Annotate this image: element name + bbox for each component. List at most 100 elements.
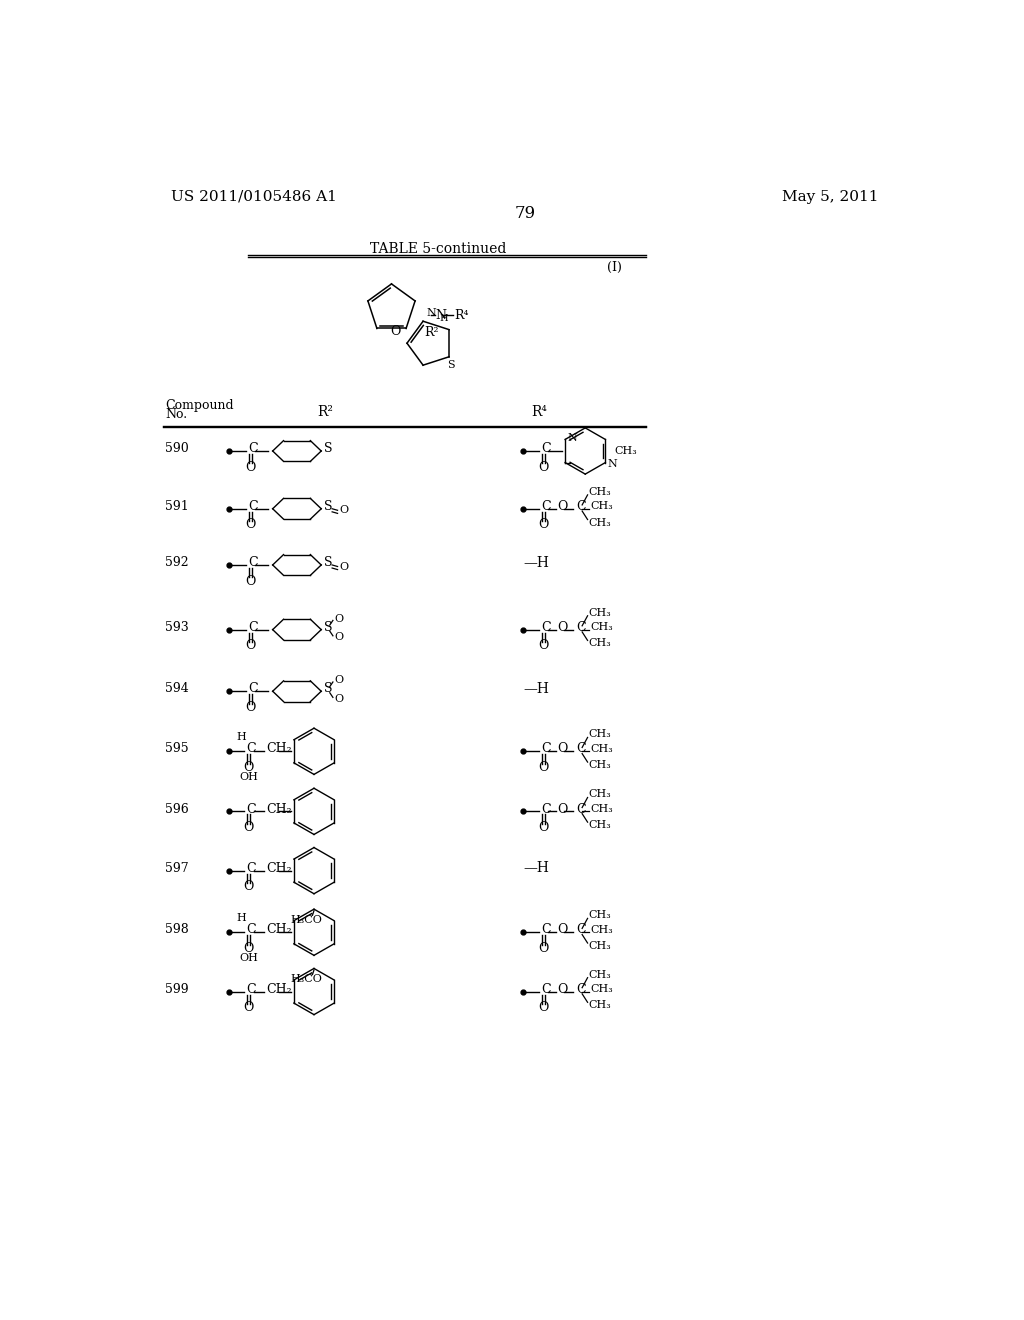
Text: —H: —H bbox=[523, 556, 549, 570]
Text: O: O bbox=[557, 982, 567, 995]
Text: O: O bbox=[557, 500, 567, 513]
Text: O: O bbox=[557, 742, 567, 755]
Text: H₃CO: H₃CO bbox=[291, 915, 323, 925]
Text: O: O bbox=[335, 632, 344, 643]
Text: R⁴: R⁴ bbox=[454, 309, 469, 322]
Text: O: O bbox=[246, 461, 256, 474]
Text: (I): (I) bbox=[607, 261, 622, 275]
Text: C: C bbox=[575, 742, 586, 755]
Text: C: C bbox=[248, 556, 258, 569]
Text: CH₂: CH₂ bbox=[266, 982, 292, 995]
Text: O: O bbox=[339, 506, 348, 515]
Text: N: N bbox=[426, 308, 436, 318]
Text: 597: 597 bbox=[165, 862, 188, 875]
Text: S: S bbox=[324, 682, 332, 696]
Text: O: O bbox=[244, 1001, 254, 1014]
Text: C: C bbox=[247, 742, 256, 755]
Text: May 5, 2011: May 5, 2011 bbox=[781, 190, 879, 203]
Text: CH₂: CH₂ bbox=[266, 803, 292, 816]
Text: S: S bbox=[324, 620, 332, 634]
Text: C: C bbox=[248, 500, 258, 513]
Text: —H: —H bbox=[523, 862, 549, 875]
Text: S: S bbox=[324, 500, 332, 513]
Text: C: C bbox=[575, 924, 586, 936]
Text: CH₃: CH₃ bbox=[589, 970, 611, 979]
Text: 598: 598 bbox=[165, 924, 189, 936]
Text: C: C bbox=[541, 742, 551, 755]
Text: C: C bbox=[541, 442, 551, 455]
Text: 590: 590 bbox=[165, 442, 189, 455]
Text: CH₃: CH₃ bbox=[590, 925, 612, 935]
Text: H: H bbox=[237, 733, 246, 742]
Text: H₃CO: H₃CO bbox=[291, 974, 323, 985]
Text: H: H bbox=[237, 913, 246, 924]
Text: CH₃: CH₃ bbox=[589, 820, 611, 830]
Text: C: C bbox=[247, 803, 256, 816]
Text: N: N bbox=[435, 309, 446, 322]
Text: CH₃: CH₃ bbox=[589, 607, 611, 618]
Text: S: S bbox=[324, 442, 332, 455]
Text: O: O bbox=[339, 561, 348, 572]
Text: C: C bbox=[541, 620, 551, 634]
Text: 593: 593 bbox=[165, 620, 189, 634]
Text: O: O bbox=[539, 639, 549, 652]
Text: C: C bbox=[247, 924, 256, 936]
Text: US 2011/0105486 A1: US 2011/0105486 A1 bbox=[171, 190, 337, 203]
Text: C: C bbox=[248, 682, 258, 696]
Text: CH₃: CH₃ bbox=[614, 446, 638, 455]
Text: —H: —H bbox=[523, 682, 549, 696]
Text: O: O bbox=[539, 942, 549, 954]
Text: C: C bbox=[541, 500, 551, 513]
Text: O: O bbox=[335, 676, 344, 685]
Text: CH₃: CH₃ bbox=[589, 730, 611, 739]
Text: 595: 595 bbox=[165, 742, 188, 755]
Text: O: O bbox=[539, 821, 549, 834]
Text: C: C bbox=[575, 620, 586, 634]
Text: O: O bbox=[539, 760, 549, 774]
Text: CH₃: CH₃ bbox=[589, 639, 611, 648]
Text: O: O bbox=[244, 880, 254, 894]
Text: O: O bbox=[557, 924, 567, 936]
Text: CH₃: CH₃ bbox=[590, 502, 612, 511]
Text: O: O bbox=[539, 1001, 549, 1014]
Text: OH: OH bbox=[240, 953, 258, 964]
Text: O: O bbox=[335, 694, 344, 704]
Text: 596: 596 bbox=[165, 803, 189, 816]
Text: CH₂: CH₂ bbox=[266, 742, 292, 755]
Text: C: C bbox=[248, 620, 258, 634]
Text: C: C bbox=[247, 862, 256, 875]
Text: O: O bbox=[244, 760, 254, 774]
Text: R⁴: R⁴ bbox=[530, 405, 547, 418]
Text: O: O bbox=[246, 701, 256, 714]
Text: 79: 79 bbox=[514, 206, 536, 222]
Text: O: O bbox=[539, 519, 549, 532]
Text: R²: R² bbox=[317, 405, 334, 418]
Text: Compound: Compound bbox=[165, 400, 233, 412]
Text: O: O bbox=[539, 461, 549, 474]
Text: O: O bbox=[244, 942, 254, 954]
Text: CH₃: CH₃ bbox=[589, 760, 611, 770]
Text: CH₃: CH₃ bbox=[589, 911, 611, 920]
Text: S: S bbox=[324, 556, 332, 569]
Text: 594: 594 bbox=[165, 682, 189, 696]
Text: C: C bbox=[575, 982, 586, 995]
Text: H: H bbox=[439, 314, 447, 323]
Text: CH₂: CH₂ bbox=[266, 862, 292, 875]
Text: CH₃: CH₃ bbox=[589, 487, 611, 496]
Text: O: O bbox=[335, 614, 344, 624]
Text: OH: OH bbox=[240, 772, 258, 783]
Text: CH₃: CH₃ bbox=[589, 517, 611, 528]
Text: O: O bbox=[390, 325, 400, 338]
Text: CH₃: CH₃ bbox=[589, 789, 611, 800]
Text: O: O bbox=[557, 803, 567, 816]
Text: CH₃: CH₃ bbox=[589, 941, 611, 952]
Text: 591: 591 bbox=[165, 500, 189, 513]
Text: N: N bbox=[607, 459, 617, 469]
Text: CH₃: CH₃ bbox=[590, 804, 612, 814]
Text: C: C bbox=[541, 982, 551, 995]
Text: O: O bbox=[246, 519, 256, 532]
Text: CH₃: CH₃ bbox=[590, 985, 612, 994]
Text: O: O bbox=[244, 821, 254, 834]
Text: CH₃: CH₃ bbox=[590, 622, 612, 632]
Text: N: N bbox=[567, 433, 578, 444]
